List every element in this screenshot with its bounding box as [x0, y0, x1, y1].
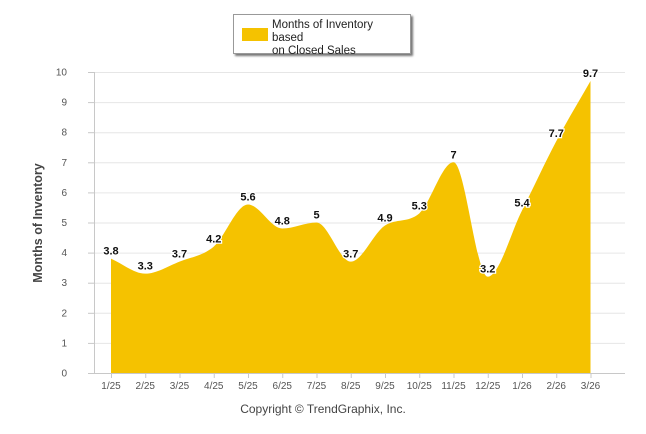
y-tick-label: 2	[61, 308, 67, 319]
x-tick-label: 11/25	[441, 381, 466, 392]
y-tick-label: 9	[61, 98, 67, 109]
data-label: 4.8	[275, 216, 290, 228]
y-axis: 0 1 2 3 4 5 6 7 8 9 10	[56, 68, 95, 380]
legend-label-line2: on Closed Sales	[272, 45, 356, 57]
x-tick-label: 7/25	[307, 381, 327, 392]
x-tick-label: 3/25	[170, 381, 190, 392]
data-label: 5	[313, 210, 319, 222]
x-tick-label: 3/26	[581, 381, 601, 392]
legend-swatch	[242, 28, 268, 41]
y-tick-label: 4	[61, 248, 67, 259]
data-label: 5.4	[514, 197, 530, 209]
x-tick-label: 12/25	[475, 381, 500, 392]
x-tick-label: 2/25	[136, 381, 156, 392]
x-tick-label: 10/25	[407, 381, 432, 392]
data-label: 3.3	[138, 261, 153, 273]
y-tick-label: 6	[61, 188, 67, 199]
x-tick-label: 8/25	[341, 381, 361, 392]
y-tick-label: 0	[61, 369, 67, 380]
x-tick-label: 5/25	[238, 381, 258, 392]
data-label: 9.7	[583, 68, 598, 80]
x-tick-label: 2/26	[547, 381, 567, 392]
legend: Months of Inventory based on Closed Sale…	[233, 14, 411, 57]
y-tick-label: 3	[61, 278, 67, 289]
legend-label-line1: Months of Inventory based	[272, 19, 373, 44]
copyright-text: Copyright © TrendGraphix, Inc.	[240, 402, 406, 416]
data-label: 4.9	[377, 213, 392, 225]
legend-label: Months of Inventory based on Closed Sale…	[272, 19, 407, 58]
data-labels: 3.8 3.3 3.7 4.2 5.6 4.8 5 3.7 4.9 5.3 7 3.2 5.4 7.7 9.…	[102, 67, 599, 277]
series-area	[111, 81, 591, 373]
data-label: 7	[450, 149, 456, 161]
data-label: 3.7	[172, 249, 187, 261]
x-tick-label: 9/25	[375, 381, 395, 392]
data-label: 5.6	[240, 191, 255, 203]
y-tick-label: 5	[61, 218, 67, 229]
x-tick-label: 1/25	[101, 381, 121, 392]
data-label: 3.7	[343, 249, 358, 261]
data-label: 3.8	[103, 246, 118, 258]
x-tick-label: 4/25	[204, 381, 224, 392]
x-tick-label: 6/25	[273, 381, 293, 392]
y-tick-label: 8	[61, 128, 67, 139]
data-label: 4.2	[206, 234, 221, 246]
data-label: 3.2	[480, 264, 495, 276]
data-label: 5.3	[412, 200, 427, 212]
y-tick-label: 1	[61, 338, 67, 349]
x-tick-label: 1/26	[512, 381, 532, 392]
data-label: 7.7	[549, 128, 564, 140]
y-axis-title: Months of Inventory	[31, 163, 45, 282]
y-tick-label: 10	[56, 68, 68, 79]
x-axis: 1/25 2/25 3/25 4/25 5/25 6/25 7/25 8/25 9/25 10/2…	[94, 373, 625, 392]
y-tick-label: 7	[61, 158, 67, 169]
